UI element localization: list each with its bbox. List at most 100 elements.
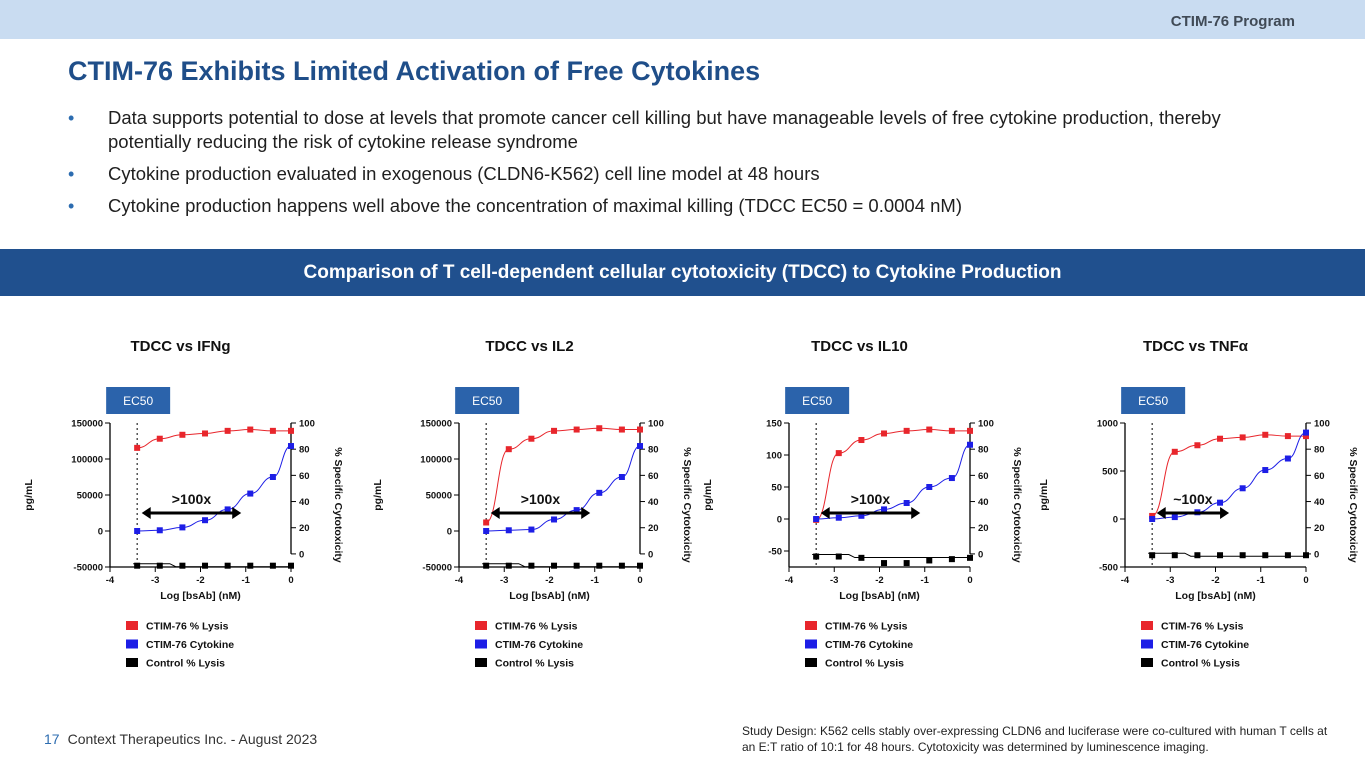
data-point: [269, 562, 276, 569]
data-point: [202, 430, 209, 437]
y2-tick-label: 60: [299, 471, 310, 482]
y2-tick-label: 80: [978, 445, 989, 456]
data-point: [858, 437, 865, 444]
x-tick-label: 0: [1303, 575, 1308, 586]
y2-tick-label: 100: [978, 419, 994, 430]
y2-tick-label: 0: [978, 549, 983, 560]
legend-label: CTIM-76 Cytokine: [825, 639, 913, 651]
legend-swatch: [126, 639, 138, 649]
chart-title: TDCC vs IL2: [485, 338, 573, 355]
data-point: [926, 484, 933, 490]
legend-label: CTIM-76 % Lysis: [146, 621, 229, 633]
y-tick-label: 50000: [426, 491, 452, 502]
data-point: [618, 426, 625, 433]
bullet-dot-icon: •: [68, 196, 75, 216]
footer: 17 Context Therapeutics Inc. - August 202…: [44, 731, 317, 747]
data-point: [483, 519, 490, 526]
data-point: [156, 562, 163, 569]
data-point: [179, 431, 186, 438]
x-tick-label: -3: [500, 575, 508, 586]
legend-swatch: [1141, 639, 1153, 649]
chart-1: TDCC vs IFNg EC50 -4 -3 -2 -1 0 -50000 0 50000 100…: [23, 338, 344, 670]
data-point: [881, 430, 888, 437]
data-point: [156, 527, 163, 534]
y2-tick-label: 0: [299, 549, 304, 560]
x-tick-label: -2: [875, 575, 883, 586]
ec50-box: [1121, 387, 1186, 414]
bullet-text: Cytokine production evaluated in exogeno…: [108, 163, 820, 184]
y2-tick-label: 80: [299, 445, 310, 456]
y-tick-label: 0: [447, 527, 452, 538]
bullet-item: • Cytokine production evaluated in exogen…: [68, 162, 1298, 186]
y-tick-label: 100: [766, 451, 782, 462]
y-axis-label: pg/mL: [1038, 479, 1050, 511]
data-point: [551, 562, 558, 569]
y2-tick-label: 20: [1314, 523, 1325, 534]
legend-swatch: [805, 639, 817, 649]
data-point: [505, 562, 512, 569]
x-tick-label: -2: [1211, 575, 1219, 586]
fold-arrow-right-icon: [911, 507, 921, 519]
y-tick-label: 150: [766, 419, 782, 430]
data-point: [637, 443, 643, 450]
fold-arrow-right-icon: [581, 507, 591, 519]
bullet-dot-icon: •: [68, 108, 75, 128]
y2-tick-label: 100: [1314, 419, 1330, 430]
data-point: [134, 528, 141, 534]
ec50-box: [106, 387, 171, 414]
y-tick-label: 100000: [420, 455, 452, 466]
data-point: [247, 490, 254, 497]
data-point: [551, 516, 558, 523]
legend-swatch: [1141, 621, 1153, 630]
x-tick-label: -2: [545, 575, 553, 586]
data-point: [858, 554, 865, 561]
data-point: [596, 562, 603, 569]
y-axis-label: pg/mL: [23, 479, 35, 511]
bullet-item: • Data supports potential to dose at leve…: [68, 106, 1298, 154]
y2-axis-label: % Specific Cytotoxicity: [1347, 447, 1359, 563]
bullet-item: • Cytokine production happens well above …: [68, 194, 1298, 218]
legend-label: Control % Lysis: [495, 658, 574, 670]
data-point: [528, 562, 535, 569]
y-tick-label: 500: [1102, 467, 1118, 478]
data-point: [1239, 552, 1246, 559]
legend-swatch: [1141, 658, 1153, 667]
data-point: [813, 516, 820, 522]
data-point: [1284, 552, 1291, 559]
fold-arrow-right-icon: [1220, 507, 1230, 519]
y-tick-label: 50: [771, 483, 782, 494]
ec50-box: [455, 387, 520, 414]
ec50-label: EC50: [472, 394, 502, 408]
series-line: [812, 554, 970, 559]
bullet-dot-icon: •: [68, 164, 75, 184]
y-tick-label: 0: [98, 527, 103, 538]
series-line: [485, 427, 640, 523]
data-point: [134, 562, 141, 569]
x-tick-label: -3: [151, 575, 159, 586]
legend-label: CTIM-76 % Lysis: [825, 621, 908, 633]
y2-tick-label: 20: [978, 523, 989, 534]
data-point: [1284, 433, 1291, 440]
data-point: [903, 560, 910, 567]
data-point: [269, 474, 276, 480]
data-point: [1303, 433, 1309, 440]
y2-tick-label: 100: [648, 419, 664, 430]
y2-axis-label: % Specific Cytotoxicity: [1011, 447, 1023, 563]
y2-tick-label: 80: [1314, 445, 1325, 456]
data-point: [1239, 434, 1246, 441]
data-point: [224, 506, 231, 513]
bullet-text: Data supports potential to dose at level…: [108, 107, 1221, 152]
y2-axis-label: % Specific Cytotoxicity: [332, 447, 344, 563]
data-point: [505, 446, 512, 453]
x-tick-label: -4: [1121, 575, 1130, 586]
fold-arrow-left-icon: [490, 507, 500, 519]
data-point: [881, 560, 888, 567]
data-point: [926, 426, 933, 433]
data-point: [596, 425, 603, 432]
y-tick-label: 50000: [77, 491, 103, 502]
data-point: [1217, 499, 1224, 506]
legend-label: CTIM-76 % Lysis: [495, 621, 578, 633]
data-point: [1262, 467, 1269, 474]
data-point: [156, 435, 163, 442]
